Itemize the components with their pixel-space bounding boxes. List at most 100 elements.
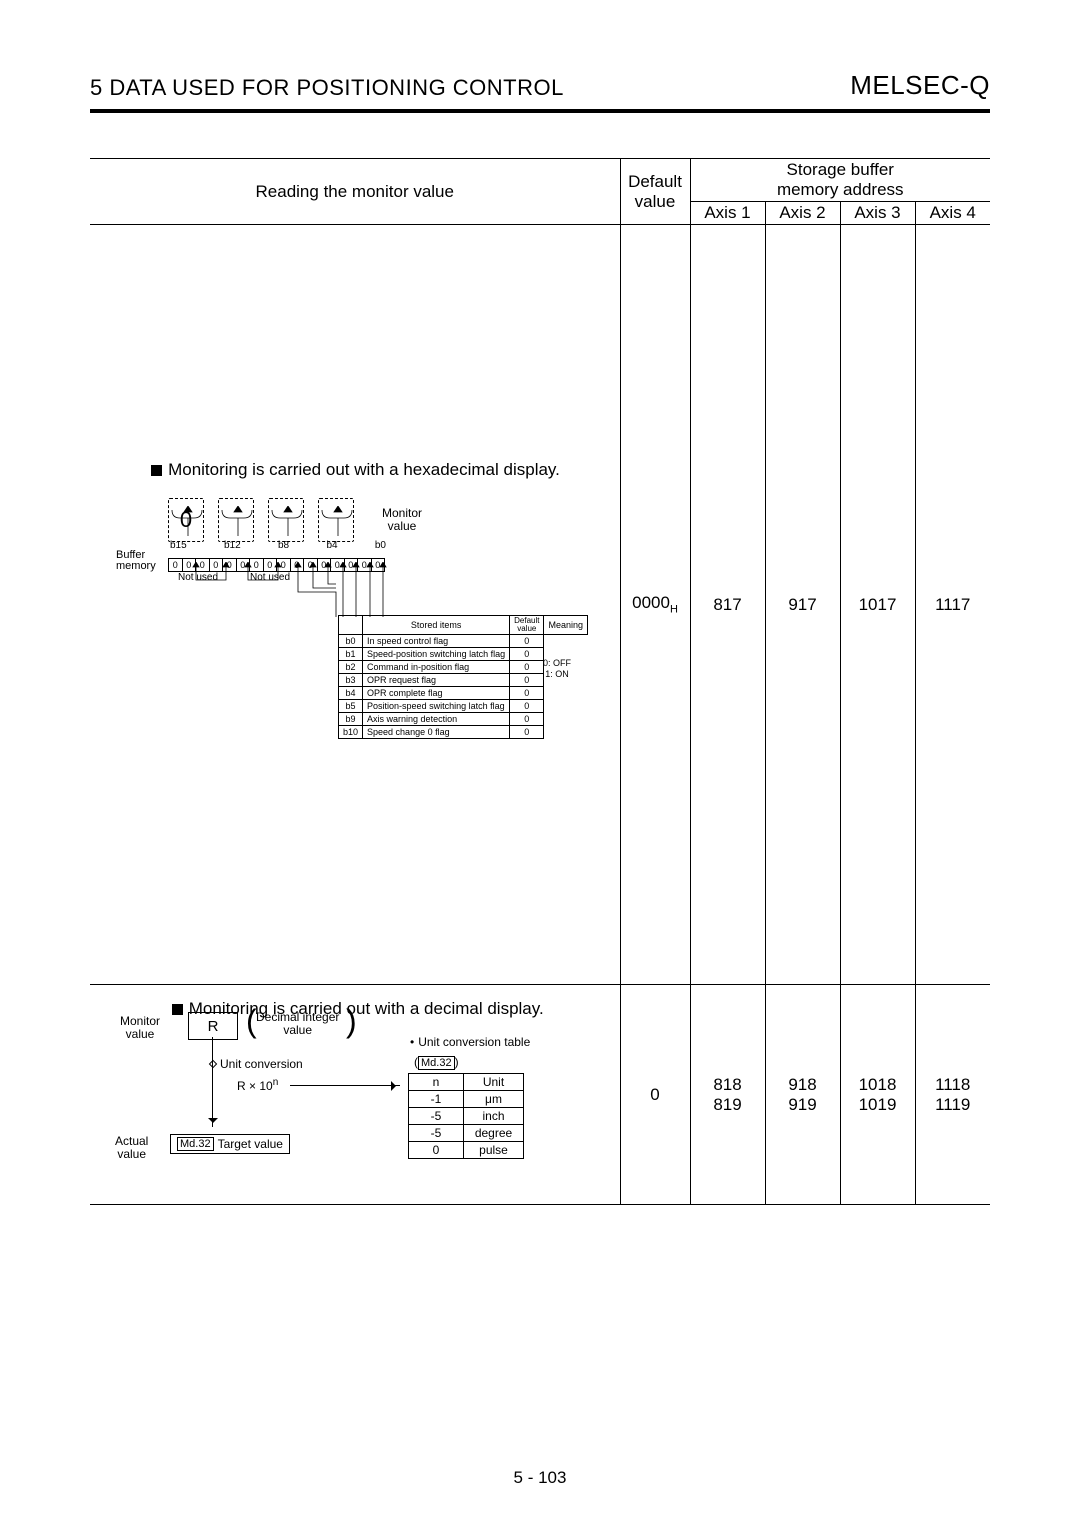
st-name: Position-speed switching latch flag (363, 700, 510, 713)
hex-a4: 1117 (915, 225, 990, 985)
dec-a4-2: 1119 (935, 1095, 970, 1114)
hex-a1: 817 (690, 225, 765, 985)
conv-n: -5 (409, 1108, 464, 1125)
dec-a3-1: 1018 (859, 1075, 897, 1094)
meaning-off: 0: OFF (543, 658, 571, 669)
st-name: Speed-position switching latch flag (363, 648, 510, 661)
dec-cell: Monitoring is carried out with a decimal… (90, 985, 620, 1205)
st-b: b0 (339, 635, 363, 648)
dec-unitconv-text: Unit conversion (220, 1057, 303, 1071)
dec-arrow-icon (212, 1037, 213, 1127)
bit-cell: 0 (317, 558, 331, 572)
st-b: b4 (339, 687, 363, 700)
md32-box-2: Md.32 (418, 1056, 455, 1070)
st-v: 0 (510, 635, 544, 648)
col-axis1: Axis 1 (690, 202, 765, 225)
st-name: Speed change 0 flag (363, 726, 510, 739)
hex-a3: 1017 (840, 225, 915, 985)
md32-box: Md.32 (177, 1137, 214, 1151)
hex-default: 0000H (620, 225, 690, 985)
bit-cell: 0 (196, 558, 210, 572)
st-v: 0 (510, 713, 544, 726)
st-b: b10 (339, 726, 363, 739)
bit-row: Buffer memory 0000 0000 0000 0000 (116, 550, 385, 572)
dec-a1: 818819 (690, 985, 765, 1205)
conv-u: inch (464, 1108, 524, 1125)
dec-a4-1: 1118 (935, 1075, 970, 1094)
chapter-title: 5 DATA USED FOR POSITIONING CONTROL (90, 75, 564, 101)
dec-decint-label: Decimal integer value (256, 1011, 339, 1037)
conv-n: 0 (409, 1142, 464, 1159)
bit-cell: 0 (169, 558, 183, 572)
dec-R-box: R (188, 1012, 238, 1040)
dec-conv-title: Unit conversion table (410, 1035, 530, 1049)
hex-cell: Monitoring is carried out with a hexadec… (90, 225, 620, 985)
hex-title-text: Monitoring is carried out with a hexadec… (168, 460, 560, 479)
st-b: b9 (339, 713, 363, 726)
dec-a2-1: 918 (788, 1075, 816, 1094)
dec-title-text: Monitoring is carried out with a decimal… (189, 999, 544, 1018)
bit-cell: 0 (290, 558, 304, 572)
meaning-key: 0: OFF 1: ON (543, 658, 571, 680)
col-storage-l2: memory address (777, 180, 904, 199)
st-name: In speed control flag (363, 635, 510, 648)
st-v: 0 (510, 674, 544, 687)
paren-close-icon: ) (346, 1003, 357, 1040)
dec-a3-2: 1019 (859, 1095, 897, 1114)
st-v: 0 (510, 687, 544, 700)
hex-a2: 917 (765, 225, 840, 985)
dec-a4: 11181119 (915, 985, 990, 1205)
conv-u: pulse (464, 1142, 524, 1159)
bit-cell: 0 (182, 558, 196, 572)
dec-target-box: Md.32 Target value (170, 1134, 290, 1154)
col-storage-l1: Storage buffer (787, 160, 894, 179)
hex-braces (168, 506, 388, 540)
st-b: b2 (339, 661, 363, 674)
dec-a3: 10181019 (840, 985, 915, 1205)
conv-u: degree (464, 1125, 524, 1142)
dec-a2-2: 919 (788, 1095, 816, 1114)
bit-cell: 0 (358, 558, 372, 572)
hex-title: Monitoring is carried out with a hexadec… (108, 460, 603, 480)
st-v: 0 (510, 648, 544, 661)
page-number: 5 - 103 (0, 1468, 1080, 1488)
dec-conv-md: (Md.32) (414, 1055, 459, 1069)
bit-cell: 0 (263, 558, 277, 572)
dec-rx-sup: n (273, 1077, 279, 1088)
conv-u: μm (464, 1091, 524, 1108)
st-v: 0 (510, 661, 544, 674)
st-name: Command in-position flag (363, 661, 510, 674)
hex-default-suffix: H (670, 604, 678, 616)
st-b: b1 (339, 648, 363, 661)
dec-title: Monitoring is carried out with a decimal… (106, 999, 610, 1019)
main-table: Reading the monitor value Default value … (90, 158, 990, 1205)
dec-unitconv-label: Unit conversion (210, 1057, 303, 1071)
dec-monitor-label: Monitor value (120, 1015, 160, 1041)
diamond-icon (209, 1060, 217, 1068)
col-storage: Storage buffer memory address (690, 159, 990, 202)
bit-cell: 0 (277, 558, 291, 572)
dec-rx-text: R × 10 (237, 1079, 273, 1093)
stored-head-meaning: Meaning (544, 616, 588, 635)
bit-cell: 0 (304, 558, 318, 572)
bit-cell: 0 (344, 558, 358, 572)
header-rule (90, 109, 990, 113)
col-reading: Reading the monitor value (90, 159, 620, 225)
st-b: b3 (339, 674, 363, 687)
dec-a1-1: 818 (713, 1075, 741, 1094)
conv-table: nUnit -1μm -5inch -5degree 0pulse (408, 1073, 524, 1159)
st-name: OPR complete flag (363, 687, 510, 700)
dec-a1-2: 819 (713, 1095, 741, 1114)
hex-default-val: 0000 (632, 593, 670, 612)
bit-table: 0000 0000 0000 0000 (168, 558, 385, 573)
bit-cell: 0 (223, 558, 237, 572)
col-axis3: Axis 3 (840, 202, 915, 225)
dec-target-text: Target value (218, 1137, 283, 1151)
conv-hu: Unit (464, 1074, 524, 1091)
col-axis4: Axis 4 (915, 202, 990, 225)
bit-cell: 0 (236, 558, 250, 572)
col-axis2: Axis 2 (765, 202, 840, 225)
st-name: Axis warning detection (363, 713, 510, 726)
dec-default: 0 (620, 985, 690, 1205)
hex-monitor-label: Monitor value (382, 507, 422, 533)
